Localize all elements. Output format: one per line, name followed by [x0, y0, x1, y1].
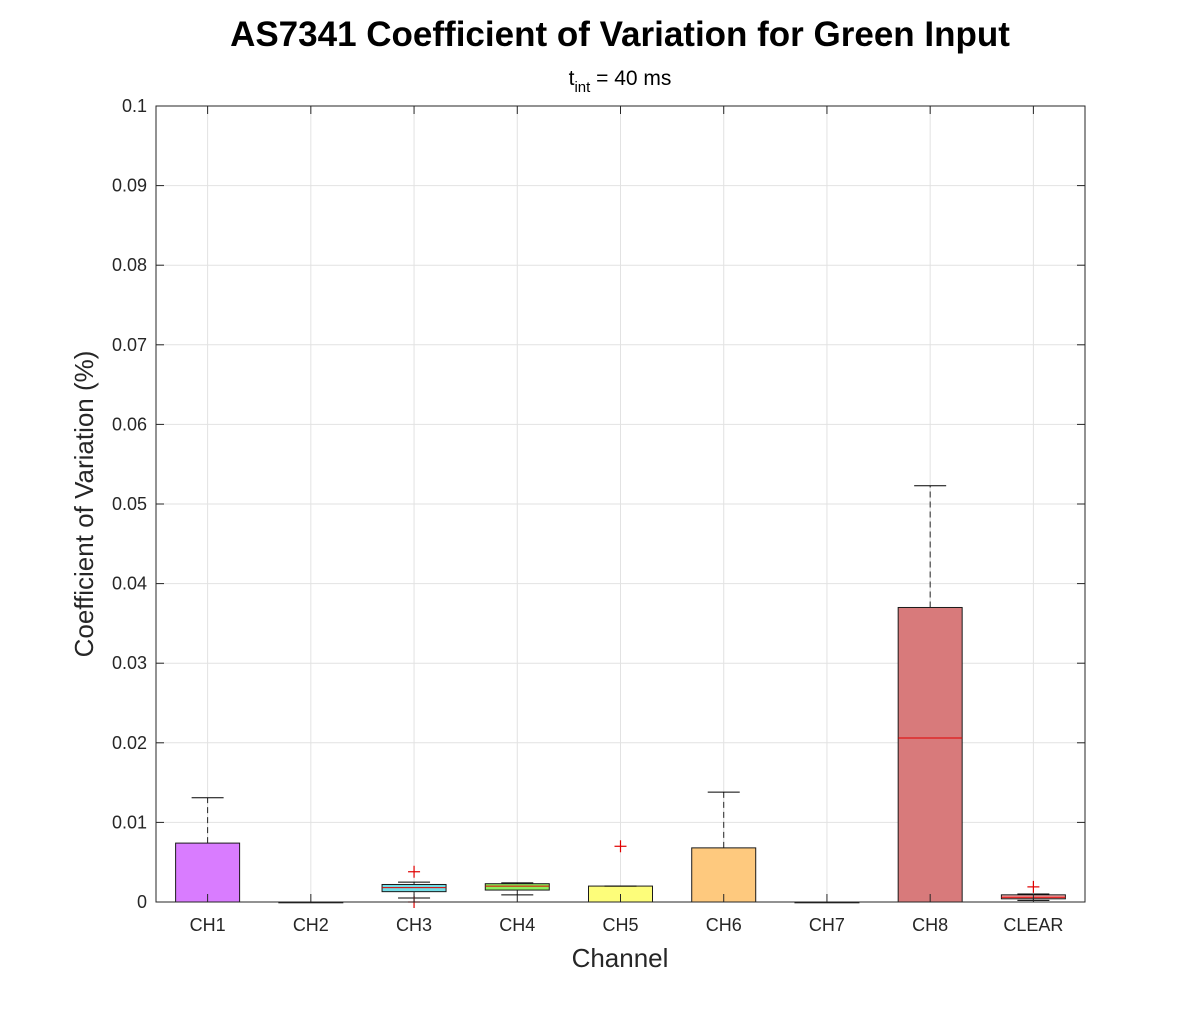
outlier-marker — [1027, 880, 1040, 893]
y-tick-label: 0.01 — [112, 812, 147, 832]
y-tick-label: 0.09 — [112, 176, 147, 196]
chart-title: AS7341 Coefficient of Variation for Gree… — [230, 15, 1010, 54]
x-tick-label: CH1 — [190, 915, 226, 935]
y-tick-label: 0.06 — [112, 414, 147, 434]
y-tick-label: 0.1 — [122, 96, 147, 116]
x-tick-label: CH6 — [706, 915, 742, 935]
x-tick-label: CH5 — [602, 915, 638, 935]
subtitle-rest: = 40 ms — [590, 67, 671, 90]
y-tick-label: 0.07 — [112, 335, 147, 355]
x-tick-label: CH7 — [809, 915, 845, 935]
box-ch6 — [691, 847, 757, 903]
y-tick-label: 0.08 — [112, 255, 147, 275]
subtitle-subscript: int — [574, 79, 591, 96]
x-axis-label: Channel — [572, 943, 669, 973]
box-group-ch4 — [484, 882, 550, 896]
y-tick-label: 0.05 — [112, 494, 147, 514]
box-ch1 — [175, 842, 241, 903]
axes: 0 0.01 0.02 0.03 0.04 0.05 0.06 0.07 0.08 0.09 0.1… — [112, 96, 1086, 935]
y-axis-label: Coefficient of Variation (%) — [69, 351, 99, 658]
box-group-ch1 — [175, 797, 241, 903]
y-tick-label: 0.04 — [112, 574, 147, 594]
outlier-marker — [408, 865, 421, 878]
chart-subtitle: tint = 40 ms — [569, 67, 672, 96]
y-tick-label: 0.02 — [112, 733, 147, 753]
outlier-marker — [614, 840, 627, 853]
box-series — [175, 485, 1066, 908]
x-tick-label: CLEAR — [1003, 915, 1063, 935]
x-tick-label: CH3 — [396, 915, 432, 935]
x-tick-label: CH2 — [293, 915, 329, 935]
box-ch4 — [484, 883, 550, 891]
y-tick-label: 0.03 — [112, 653, 147, 673]
box-group-ch6 — [691, 791, 757, 903]
box-ch8 — [897, 606, 963, 903]
x-tick-label: CH4 — [499, 915, 535, 935]
subtitle-main: t — [569, 67, 575, 90]
x-tick-label: CH8 — [912, 915, 948, 935]
box-group-ch8 — [897, 485, 963, 903]
y-tick-label: 0 — [137, 892, 147, 912]
